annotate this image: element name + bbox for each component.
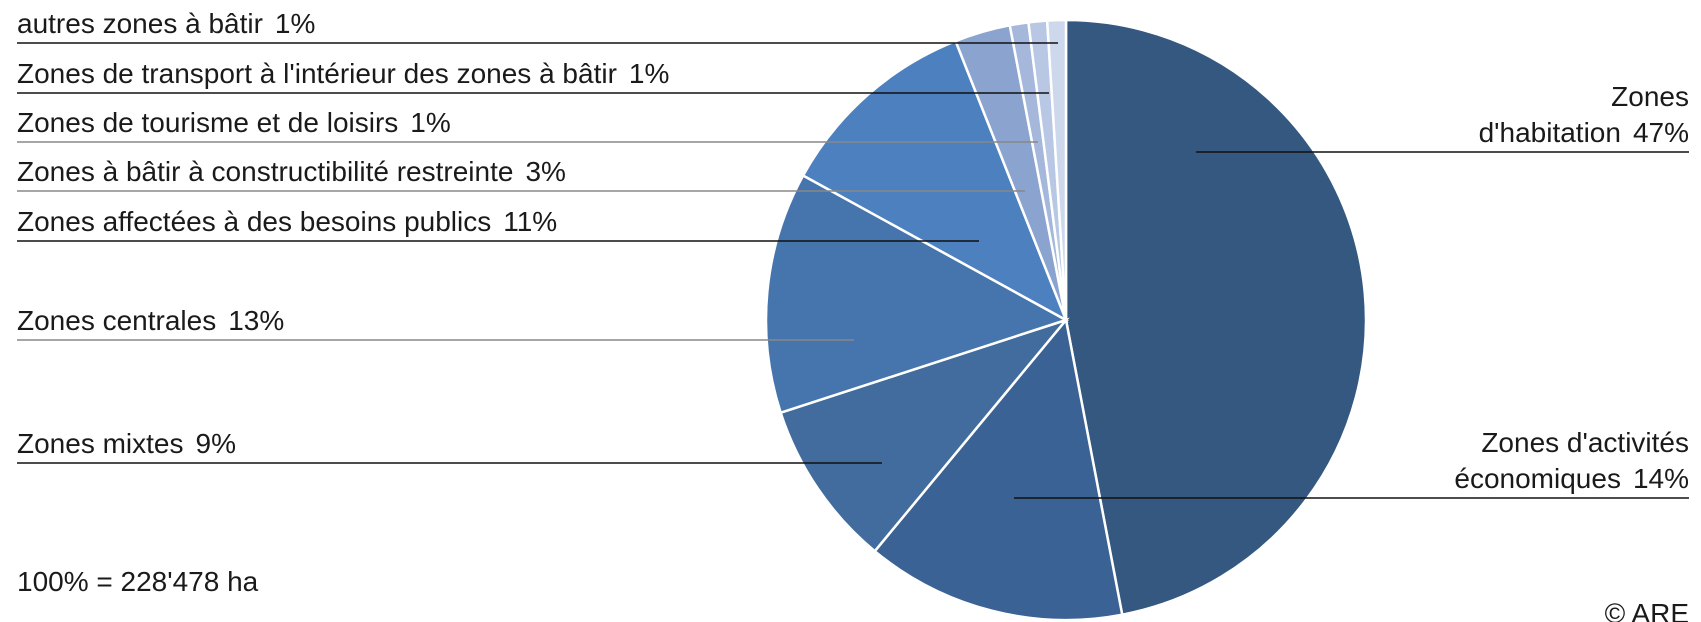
pie-slice bbox=[801, 39, 1069, 323]
slice-label: Zones de transport à l'intérieur des zon… bbox=[17, 56, 669, 92]
value-label: 47% bbox=[1632, 117, 1689, 148]
value-label: 11% bbox=[503, 206, 558, 237]
slice-label: autres zones à bâtir 1% bbox=[17, 6, 315, 42]
category-label: Zones d'activités économiques bbox=[1454, 427, 1689, 494]
pie-slice bbox=[1064, 18, 1368, 617]
category-label: Zones centrales bbox=[17, 305, 217, 336]
pie-slice bbox=[779, 317, 1070, 553]
pie-slice bbox=[764, 173, 1070, 415]
value-label: 1% bbox=[628, 58, 670, 89]
copyright: © ARE bbox=[1604, 598, 1689, 622]
value-label: 13% bbox=[228, 305, 285, 336]
category-label: Zones de tourisme et de loisirs bbox=[17, 107, 399, 138]
category-label: Zones à bâtir à constructibilité restrei… bbox=[17, 156, 514, 187]
pie-slice bbox=[873, 317, 1124, 622]
slice-label: Zones affectées à des besoins publics 11% bbox=[17, 204, 557, 240]
value-label: 14% bbox=[1632, 463, 1689, 494]
value-label: 1% bbox=[274, 8, 316, 39]
category-label: Zones affectées à des besoins publics bbox=[17, 206, 492, 237]
category-label: Zones de transport à l'intérieur des zon… bbox=[17, 58, 617, 89]
category-label: Zones d'habitation bbox=[1478, 81, 1689, 148]
slice-label: Zones mixtes 9% bbox=[17, 426, 236, 462]
pie-slice bbox=[1045, 18, 1068, 321]
slice-label: Zones d'activités économiques 14% bbox=[1454, 425, 1689, 497]
slice-label: Zones centrales 13% bbox=[17, 303, 284, 339]
value-label: 1% bbox=[410, 107, 451, 138]
value-label: 3% bbox=[525, 156, 566, 187]
slice-label: Zones d'habitation 47% bbox=[1479, 79, 1689, 151]
category-label: Zones mixtes bbox=[17, 428, 184, 459]
slice-label: Zones à bâtir à constructibilité restrei… bbox=[17, 154, 566, 190]
value-label: 9% bbox=[195, 428, 236, 459]
category-label: autres zones à bâtir bbox=[17, 8, 263, 39]
footnote: 100% = 228'478 ha bbox=[17, 566, 259, 597]
slice-label: Zones de tourisme et de loisirs 1% bbox=[17, 105, 451, 141]
